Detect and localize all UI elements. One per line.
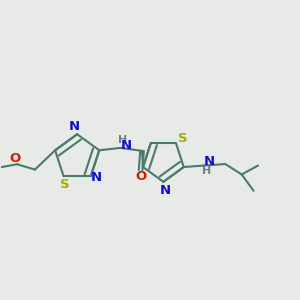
Text: N: N: [159, 184, 170, 196]
Text: N: N: [120, 139, 131, 152]
Text: O: O: [9, 152, 20, 165]
Text: N: N: [203, 155, 214, 169]
Text: N: N: [91, 171, 102, 184]
Text: H: H: [118, 135, 127, 145]
Text: O: O: [136, 170, 147, 183]
Text: S: S: [60, 178, 70, 191]
Text: N: N: [69, 120, 80, 133]
Text: S: S: [178, 132, 187, 145]
Text: H: H: [202, 167, 212, 176]
